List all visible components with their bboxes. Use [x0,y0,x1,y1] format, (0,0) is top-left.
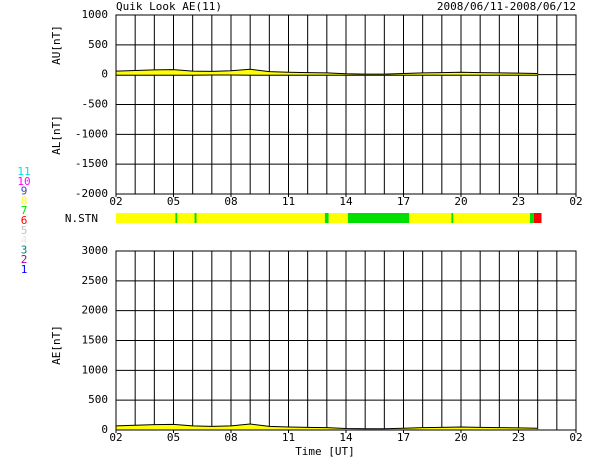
y-axis-label: AE[nT] [50,325,63,365]
station-segment [116,213,176,223]
station-segment [533,213,542,223]
station-segment [328,213,348,223]
series-line [115,423,538,430]
y-axis-label: AU[nT] [50,25,63,65]
station-legend-label: 11 [17,165,30,178]
y-tick-label: 1000 [82,363,109,376]
x-tick-label: 14 [339,195,353,208]
station-legend-label: 9 [21,185,28,198]
y-tick-label: -2000 [75,187,108,200]
x-tick-label: 11 [282,431,295,444]
y-tick-label: 500 [88,38,108,51]
x-tick-label: 08 [224,431,237,444]
station-legend-label: 7 [21,204,28,217]
x-tick-label: 20 [454,195,467,208]
station-legend-label: 8 [21,194,28,207]
x-tick-label: 23 [512,431,525,444]
plot-frame [115,250,577,431]
plot-frame [115,14,577,195]
station-segment [530,213,534,223]
station-segment [409,213,452,223]
station-segment [175,213,178,223]
station-segment [324,213,329,223]
station-legend-label: 4 [21,234,28,247]
x-tick-label: 02 [109,195,122,208]
station-segment [347,213,410,223]
x-tick-label: 14 [339,431,353,444]
x-tick-label: 05 [167,431,180,444]
y-tick-label: 2500 [82,274,109,287]
station-label: N.STN [65,212,98,225]
x-tick-label: 02 [569,431,582,444]
x-tick-label: 17 [397,195,410,208]
y-tick-label: 0 [101,68,108,81]
series-line [115,68,538,75]
station-segment [451,213,454,223]
x-axis-label: Time [UT] [295,445,355,458]
x-tick-label: 17 [397,431,410,444]
x-tick-label: 05 [167,195,180,208]
x-tick-label: 02 [109,431,122,444]
area-fill [116,424,538,430]
station-legend-label: 10 [17,175,30,188]
x-tick-label: 20 [454,431,467,444]
station-segment [196,213,325,223]
station-legend-label: 5 [21,224,28,237]
station-legend-label: 6 [21,214,28,227]
y-tick-label: 2000 [82,304,109,317]
chart-subtitle: 2008/06/11-2008/06/12 [437,0,576,13]
y-tick-label: 500 [88,393,108,406]
y-tick-label: -1500 [75,157,108,170]
y-tick-label: -1000 [75,127,108,140]
station-legend-label: 3 [21,243,28,256]
x-tick-label: 11 [282,195,295,208]
y-tick-label: -500 [82,98,109,111]
x-tick-label: 02 [569,195,582,208]
station-segment [453,213,530,223]
station-legend-label: 1 [21,263,28,276]
y-tick-label: 1000 [82,8,109,21]
station-segment [177,213,195,223]
y-axis-label: AL[nT] [50,115,63,155]
station-segment [194,213,197,223]
chart-title: Quik Look AE(11) [116,0,222,13]
x-tick-label: 08 [224,195,237,208]
station-legend-label: 2 [21,253,28,266]
y-tick-label: 1500 [82,334,109,347]
area-fill [116,69,538,75]
x-tick-label: 23 [512,195,525,208]
y-tick-label: 3000 [82,244,109,257]
y-tick-label: 0 [101,423,108,436]
